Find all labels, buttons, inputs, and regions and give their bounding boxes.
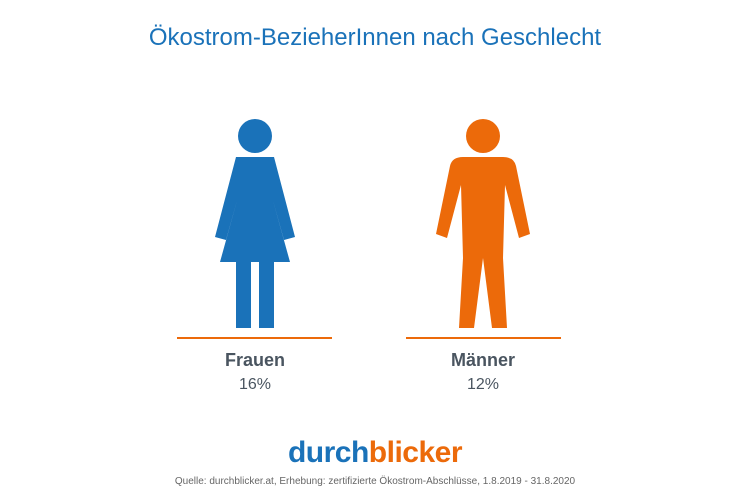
male-figure-icon	[436, 119, 530, 328]
durchblicker-logo: durchblicker	[0, 436, 750, 470]
value-label-maenner: 12%	[466, 376, 500, 393]
female-figure-icon	[215, 119, 295, 328]
source-note: Quelle: durchblicker.at, Erhebung: zerti…	[174, 476, 576, 487]
category-label-maenner: Männer	[450, 350, 515, 370]
logo-part-2: blicker	[368, 436, 463, 469]
chart-title: Ökostrom-BezieherInnen nach Geschlecht	[148, 24, 602, 51]
logo-part-1: durch	[287, 436, 369, 469]
value-label-frauen: 16%	[238, 376, 272, 393]
category-label-frauen: Frauen	[224, 350, 285, 370]
